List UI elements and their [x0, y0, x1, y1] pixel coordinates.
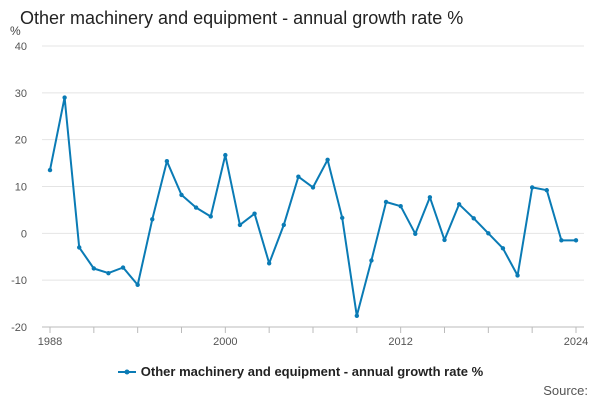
grid-lines [42, 45, 584, 281]
x-tick-label: 2000 [213, 336, 237, 348]
data-point [500, 246, 506, 251]
data-point [47, 167, 53, 173]
data-point [237, 222, 243, 228]
data-point [544, 188, 549, 193]
chart-title: Other machinery and equipment - annual g… [20, 8, 464, 28]
data-point [559, 238, 564, 243]
data-point [486, 231, 491, 236]
data-point [471, 216, 476, 221]
data-point [77, 245, 82, 250]
y-tick-label: 20 [15, 135, 27, 147]
data-point [208, 214, 213, 219]
data-point [310, 185, 316, 190]
y-axis-label: % [10, 24, 21, 38]
legend[interactable]: Other machinery and equipment - annual g… [0, 364, 600, 379]
data-point [106, 270, 111, 276]
y-tick-label: -20 [11, 322, 27, 334]
data-point [573, 238, 579, 243]
data-point [252, 211, 257, 216]
data-point [529, 185, 535, 190]
series [47, 95, 579, 318]
data-point [135, 282, 140, 288]
data-point [150, 217, 155, 222]
series-line [49, 96, 576, 317]
data-point [91, 266, 97, 271]
y-tick-label: 30 [15, 88, 27, 100]
data-point [193, 205, 199, 210]
source-label: Source: [543, 383, 588, 398]
data-point [223, 152, 228, 158]
data-point [266, 261, 272, 266]
y-tick-label: 10 [15, 182, 27, 194]
x-tick-label: 1988 [38, 336, 62, 348]
data-point [120, 265, 126, 270]
data-point [398, 203, 403, 209]
legend-swatch [117, 369, 136, 374]
data-point [354, 313, 360, 318]
x-tick-label: 2024 [564, 336, 588, 348]
data-point [383, 199, 389, 205]
axes: % -20 -10 0 10 20 30 40 1988 2000 2012 2024 [10, 24, 588, 348]
data-point [325, 157, 330, 163]
data-point [515, 273, 520, 278]
y-tick-label: 40 [15, 41, 27, 53]
data-point [164, 159, 170, 164]
y-tick-label: 0 [21, 228, 27, 240]
data-point [442, 237, 447, 243]
x-tick-label: 2012 [388, 336, 412, 348]
legend-label: Other machinery and equipment - annual g… [140, 364, 484, 379]
data-point [369, 258, 374, 263]
data-point [296, 174, 301, 179]
data-point [427, 195, 433, 200]
data-point [340, 215, 345, 221]
data-point [179, 192, 184, 198]
y-tick-label: -10 [11, 275, 27, 287]
data-point [413, 231, 418, 237]
data-point [62, 95, 67, 100]
data-point [456, 202, 462, 207]
data-point [281, 222, 286, 228]
